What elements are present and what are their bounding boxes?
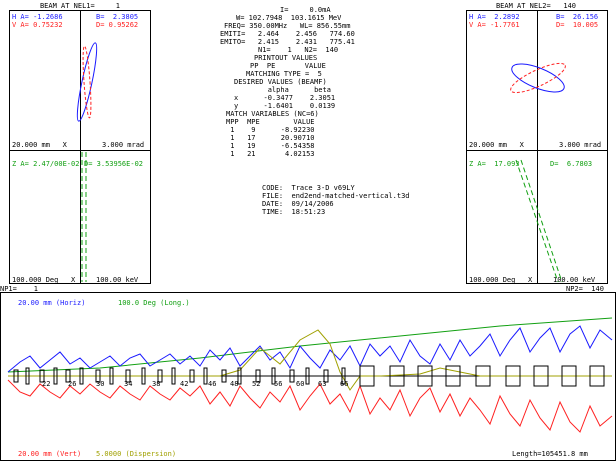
n1-n2-line: N1= 1 N2= 140 [258,46,339,54]
element-label: 26 [68,380,77,388]
emit-out-line: EMITO= 2.415 2.431 775.41 [220,38,355,46]
right-panel-title: BEAM AT NEL2= 140 [495,2,577,10]
right-vertical-divider [537,10,538,284]
left-vertical-divider [80,10,81,284]
horiz-scale-label: 20.00 mm (Horiz) [18,299,86,307]
match-variables-header: MPP MPE VALUE [226,118,315,126]
match-variable-row: 1 19 -6.54358 [226,142,315,150]
length-label: Length=105451.8 mm [512,450,588,458]
right-longitudinal-line [515,159,559,283]
left-horizontal-divider [9,150,151,151]
element-label: 34 [124,380,133,388]
desired-y-row: y -1.6401 0.0139 [234,102,336,110]
right-horizontal-divider [466,150,608,151]
element-label: 66 [340,380,349,388]
left-vertical-ellipse [82,45,92,119]
current-line: I= 0.0mA [280,6,331,14]
file-line: FILE: end2end-matched-vertical.t3d [262,192,410,200]
frequency-line: FREQ= 350.00MHz WL= 856.55mm [224,22,351,30]
left-scale-phase: 100.000 Deg X [12,276,76,284]
element-label: 48 [230,380,239,388]
right-scale-energy: 100.00 keV [553,276,596,284]
energy-line: W= 102.7948 103.1615 MeV [236,14,342,22]
np1-label: NP1= 1 [0,285,38,293]
left-h-beta: B= 2.3805 [96,13,139,21]
dispersion-curve [8,329,612,391]
code-line: CODE: Trace 3-D v69LY [262,184,355,192]
np2-label: NP2= 140 [566,285,604,293]
long-scale-label: 100.0 Deg (Long.) [118,299,190,307]
right-h-alpha: H A= 2.2892 [469,13,520,21]
element-label: 46 [208,380,217,388]
left-scale-x: 20.000 mm X [12,141,67,149]
left-z-alpha: Z A= 2.47/00E-02 [12,160,80,168]
time-line: TIME: 18:51:23 [262,208,326,216]
match-variable-row: 1 21 4.02153 [226,150,315,158]
match-variable-row: 1 9 -8.92230 [226,126,315,134]
element-label: 52 [252,380,261,388]
element-label: 60 [296,380,305,388]
right-h-beta: B= 26.156 [556,13,599,21]
emit-in-line: EMITI= 2.464 2.456 774.60 [220,30,355,38]
right-scale-x: 20.000 mm X [469,141,524,149]
element-label: 22 [42,380,51,388]
element-label: 63 [318,380,327,388]
left-v-beta: D= 0.95262 [96,21,139,29]
beamline-elements [13,365,605,387]
left-panel-title: BEAM AT NEL1= 1 [39,2,121,10]
element-label: 56 [274,380,283,388]
alpha-beta-header: alpha beta [234,86,331,94]
right-scale-xp: 3.000 mrad [559,141,602,149]
right-longitudinal-line [520,159,563,283]
element-label: 38 [152,380,161,388]
horizontal-envelope [7,325,613,373]
match-variable-row: 1 17 20.90710 [226,134,315,142]
printout-title: PRINTOUT VALUES [254,54,318,62]
dispersion-scale-label: 5.0000 (Dispersion) [96,450,177,458]
left-scale-xp: 3.000 mrad [102,141,145,149]
vert-scale-label: 20.00 mm (Vert) [18,450,82,458]
center-info-block: I= 0.0mA W= 102.7948 103.1615 MeV FREQ= … [214,6,404,158]
left-z-beta: D= 3.53956E-02 [84,160,144,168]
matching-type-line: MATCHING TYPE = 5 [246,70,322,78]
right-z-alpha: Z A= 17.093 [469,160,520,168]
printout-header: PP PE VALUE [250,62,326,70]
left-scale-energy: 100.00 keV [96,276,139,284]
right-scale-phase: 100.000 Deg X [469,276,533,284]
longitudinal-envelope [7,317,613,373]
match-variables-title: MATCH VARIABLES (NC=6) [226,110,319,118]
left-horizontal-ellipse [76,42,98,122]
desired-x-row: x -0.3477 2.3051 [234,94,336,102]
left-h-alpha: H A= -1.2686 [12,13,63,21]
right-v-beta: D= 10.005 [556,21,599,29]
element-label: 42 [180,380,189,388]
right-z-beta: D= 6.7803 [550,160,593,168]
vertical-envelope [7,379,613,433]
date-line: DATE: 09/14/2006 [262,200,334,208]
left-v-alpha: V A= 0.75232 [12,21,63,29]
right-v-alpha: V A= -1.7761 [469,21,520,29]
desired-values-title: DESIRED VALUES (BEAMF) [234,78,327,86]
file-info-block: CODE: Trace 3-D v69LY FILE: end2end-matc… [262,184,410,216]
right-horizontal-ellipse [511,63,565,93]
element-label: 30 [96,380,105,388]
